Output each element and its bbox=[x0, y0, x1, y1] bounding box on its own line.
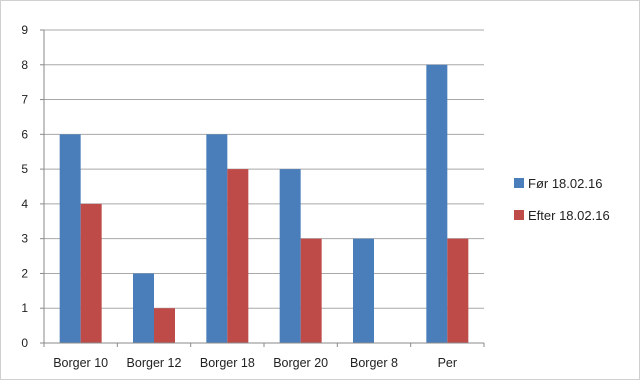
bar-foer-borger-12 bbox=[133, 273, 154, 343]
bar-efter-borger-18 bbox=[227, 169, 249, 343]
x-tick-label: Borger 18 bbox=[200, 356, 255, 370]
bar-foer-borger-20 bbox=[279, 169, 301, 343]
y-tick-label: 7 bbox=[21, 93, 28, 107]
y-tick-label: 9 bbox=[21, 23, 28, 37]
bar-foer-borger-18 bbox=[206, 134, 228, 343]
legend-swatch bbox=[514, 178, 524, 188]
y-tick-label: 4 bbox=[21, 197, 28, 211]
x-tick-label: Borger 10 bbox=[53, 356, 108, 370]
x-tick-label: Borger 8 bbox=[350, 356, 398, 370]
bar-foer-per bbox=[426, 64, 448, 344]
x-axis-labels: Borger 10 Borger 12 Borger 18 Borger 20 Borg… bbox=[53, 356, 457, 370]
bars bbox=[59, 64, 469, 344]
gridlines bbox=[44, 29, 484, 309]
y-tick-label: 2 bbox=[21, 266, 28, 280]
x-tick-label: Per bbox=[438, 356, 457, 370]
legend: Før 18.02.16 Efter 18.02.16 bbox=[514, 176, 610, 223]
bar-efter-per bbox=[447, 238, 469, 343]
y-tick-label: 1 bbox=[21, 301, 28, 315]
x-axis bbox=[43, 342, 485, 347]
y-tick-label: 0 bbox=[21, 336, 28, 350]
y-tick-label: 3 bbox=[21, 232, 28, 246]
legend-swatch bbox=[514, 210, 524, 220]
x-tick-label: Borger 12 bbox=[127, 356, 182, 370]
bar-efter-borger-12 bbox=[154, 308, 175, 343]
y-tick-label: 6 bbox=[21, 127, 28, 141]
y-tick-label: 5 bbox=[21, 162, 28, 176]
x-tick-label: Borger 20 bbox=[273, 356, 328, 370]
legend-label: Efter 18.02.16 bbox=[528, 208, 610, 223]
bar-efter-borger-20 bbox=[300, 238, 322, 343]
y-axis-ticks: 0 1 2 3 4 5 6 7 8 9 bbox=[21, 23, 45, 350]
y-tick-label: 8 bbox=[21, 58, 28, 72]
bar-efter-borger-10 bbox=[80, 203, 102, 343]
bar-foer-borger-10 bbox=[59, 134, 81, 343]
legend-label: Før 18.02.16 bbox=[528, 176, 602, 191]
bar-foer-borger-8 bbox=[353, 238, 374, 343]
